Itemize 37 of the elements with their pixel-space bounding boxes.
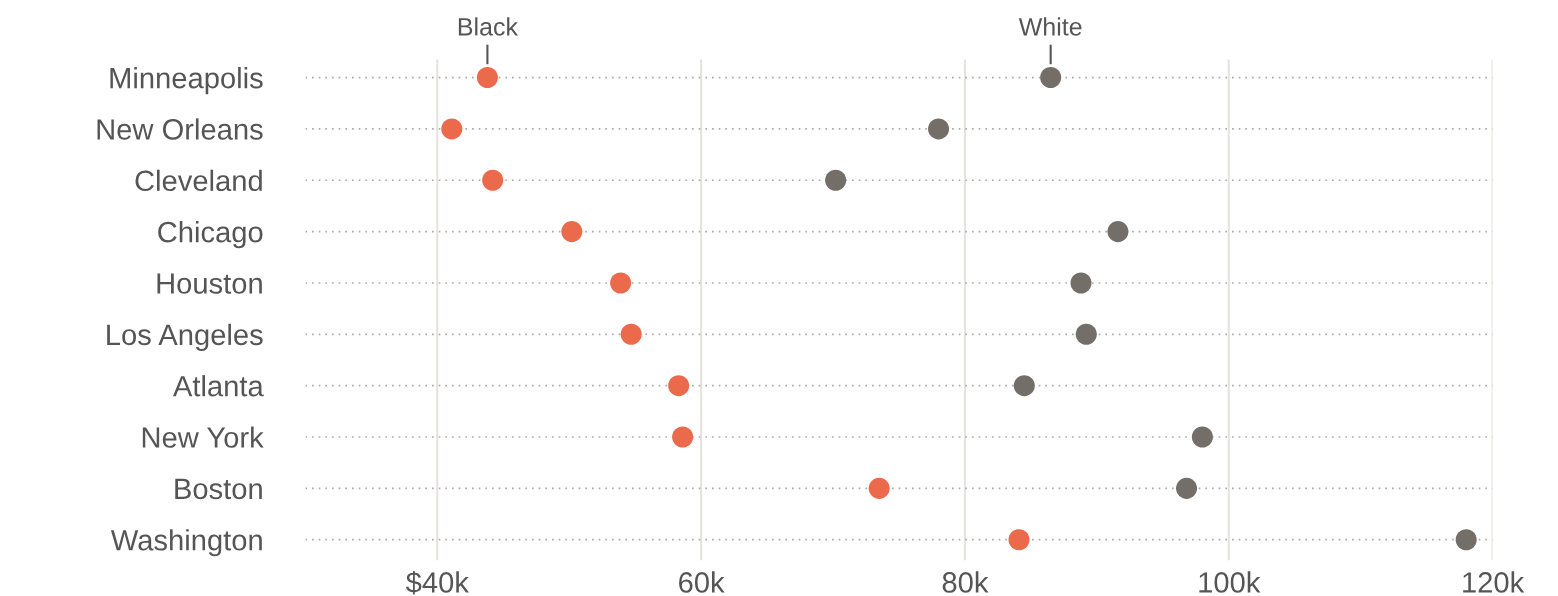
- y-tick-label: Washington: [110, 529, 262, 557]
- y-tick-label: Los Angeles: [107, 323, 263, 351]
- x-tick-label: 80k: [942, 571, 989, 593]
- point: [1008, 529, 1030, 551]
- series-label: Black: [458, 17, 519, 36]
- point: [1191, 426, 1213, 448]
- point: [868, 477, 890, 499]
- point: [928, 118, 950, 140]
- x-tick-label: 100k: [1199, 571, 1261, 593]
- x-tick-label: 120k: [1463, 571, 1525, 593]
- y-tick-label: Boston: [175, 478, 262, 500]
- y-tick-label: New York: [142, 426, 264, 448]
- y-tick-label: New Orleans: [97, 118, 263, 140]
- point: [1107, 221, 1129, 243]
- y-tick-label: Atlanta: [172, 375, 264, 397]
- x-tick-label: 60k: [679, 571, 725, 593]
- point: [668, 375, 690, 397]
- point: [441, 118, 463, 140]
- point: [1070, 272, 1092, 294]
- point: [1455, 529, 1477, 551]
- point: [672, 426, 694, 448]
- point: [825, 169, 847, 191]
- y-tick-label: Houston: [157, 273, 262, 294]
- point: [482, 169, 504, 191]
- point: [561, 221, 583, 243]
- point: [1013, 375, 1035, 397]
- point: [1040, 67, 1062, 89]
- point: [1075, 323, 1097, 345]
- point: [610, 272, 632, 294]
- y-tick-label: Chicago: [158, 221, 263, 249]
- series-label: White: [1018, 17, 1082, 36]
- y-tick-label: Minneapolis: [110, 67, 263, 95]
- point: [620, 323, 642, 345]
- point: [1176, 477, 1198, 499]
- point: [476, 67, 498, 89]
- x-tick-label: $40k: [405, 570, 469, 595]
- y-tick-label: Cleveland: [135, 169, 262, 192]
